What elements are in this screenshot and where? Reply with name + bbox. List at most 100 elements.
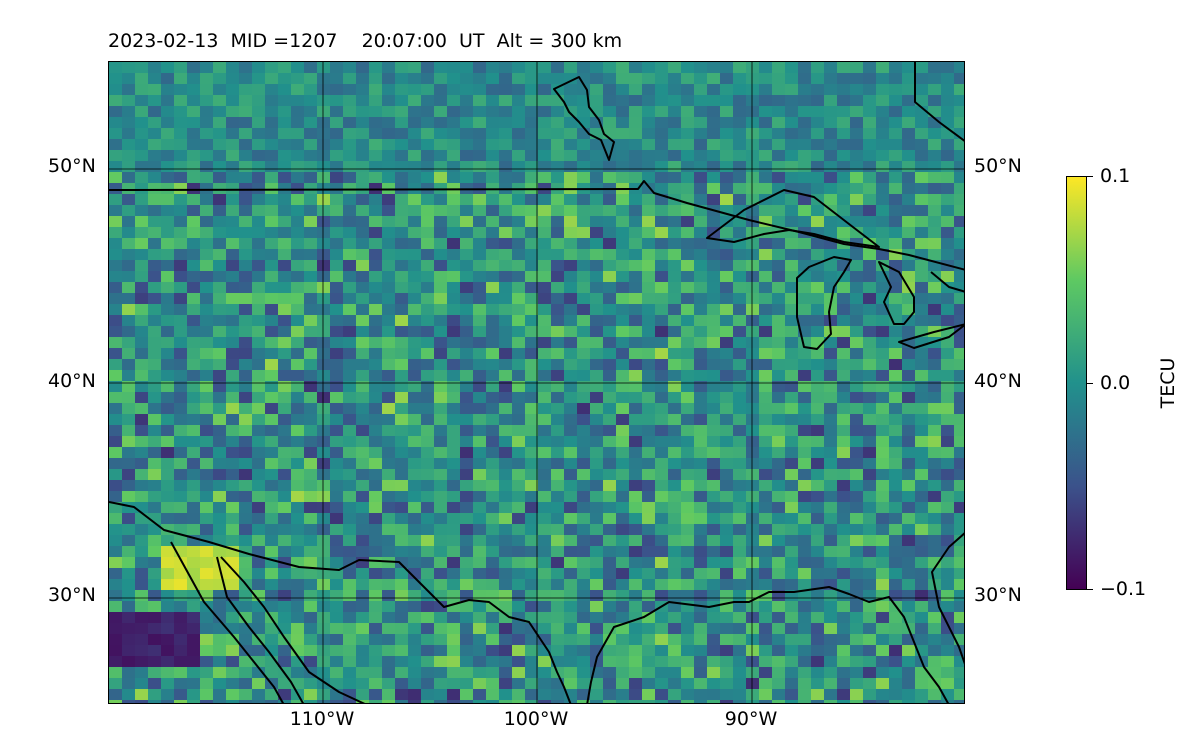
tec-cell [512, 216, 526, 228]
tec-cell [720, 656, 734, 668]
tec-cell [577, 139, 591, 151]
tec-cell [850, 348, 864, 360]
tec-cell [772, 634, 786, 646]
tec-cell [564, 216, 578, 228]
tec-cell [213, 480, 227, 492]
tec-cell [837, 128, 851, 140]
tec-cell [265, 700, 279, 703]
tec-cell [655, 238, 669, 250]
tec-cell [902, 139, 916, 151]
tec-cell [681, 183, 695, 195]
tec-cell [252, 194, 266, 206]
tec-cell [161, 271, 175, 283]
tec-cell [122, 304, 136, 316]
tec-cell [447, 95, 461, 107]
tec-cell [486, 359, 500, 371]
tec-cell [785, 95, 799, 107]
tec-cell [811, 392, 825, 404]
tec-cell [122, 172, 136, 184]
tec-cell [304, 645, 318, 657]
tec-cell [876, 260, 890, 272]
tec-cell [746, 337, 760, 349]
tec-cell [837, 469, 851, 481]
tec-cell [551, 304, 565, 316]
tec-cell [226, 227, 240, 239]
tec-cell [655, 326, 669, 338]
tec-cell [694, 172, 708, 184]
tec-cell [863, 480, 877, 492]
tec-cell [538, 700, 552, 703]
tec-cell [590, 95, 604, 107]
tec-cell [642, 513, 656, 525]
tec-cell [278, 238, 292, 250]
tec-cell [551, 601, 565, 613]
tec-cell [629, 370, 643, 382]
tec-cell [343, 667, 357, 679]
tec-cell [499, 667, 513, 679]
tec-cell [525, 546, 539, 558]
tec-cell [863, 667, 877, 679]
tec-cell [447, 381, 461, 393]
tec-cell [694, 117, 708, 129]
tec-cell [928, 282, 942, 294]
tec-cell [148, 678, 162, 690]
tec-cell [915, 645, 929, 657]
tec-cell [863, 590, 877, 602]
tec-cell [772, 205, 786, 217]
tec-cell [772, 128, 786, 140]
tec-cell [291, 513, 305, 525]
tec-cell [603, 623, 617, 635]
tec-cell [538, 678, 552, 690]
tec-cell [382, 238, 396, 250]
tec-cell [187, 106, 201, 118]
tec-cell [850, 458, 864, 470]
tec-cell [772, 601, 786, 613]
tec-cell [213, 359, 227, 371]
tec-cell [707, 590, 721, 602]
tec-cell [122, 271, 136, 283]
tec-cell [317, 370, 331, 382]
tec-cell [291, 172, 305, 184]
tec-cell [876, 480, 890, 492]
tec-cell [447, 370, 461, 382]
tec-cell [668, 447, 682, 459]
tec-cell [486, 414, 500, 426]
tec-cell [278, 128, 292, 140]
tec-cell [798, 645, 812, 657]
tec-cell [668, 249, 682, 261]
tec-cell [369, 238, 383, 250]
tec-cell [785, 689, 799, 701]
tec-cell [850, 436, 864, 448]
tec-cell [616, 491, 630, 503]
tec-cell [187, 161, 201, 173]
tec-cell [733, 84, 747, 96]
tec-cell [226, 546, 240, 558]
tec-cell [863, 282, 877, 294]
tec-cell [512, 161, 526, 173]
tec-cell [694, 667, 708, 679]
tec-cell [798, 579, 812, 591]
tec-cell [876, 117, 890, 129]
tec-cell [876, 95, 890, 107]
tec-cell [135, 469, 149, 481]
tec-cell [408, 304, 422, 316]
tec-cell [460, 117, 474, 129]
tec-cell [889, 535, 903, 547]
tec-cell [330, 326, 344, 338]
tec-cell [421, 359, 435, 371]
tec-cell [174, 326, 188, 338]
tec-cell [226, 326, 240, 338]
tec-cell [837, 271, 851, 283]
tec-cell [551, 392, 565, 404]
tec-cell [460, 700, 474, 703]
tec-cell [603, 601, 617, 613]
tec-cell [837, 73, 851, 85]
tec-cell [746, 524, 760, 536]
tec-cell [265, 315, 279, 327]
tec-cell [447, 216, 461, 228]
tec-cell [811, 95, 825, 107]
tec-cell [564, 128, 578, 140]
tec-cell [317, 469, 331, 481]
tec-cell [824, 546, 838, 558]
tec-cell [109, 161, 123, 173]
